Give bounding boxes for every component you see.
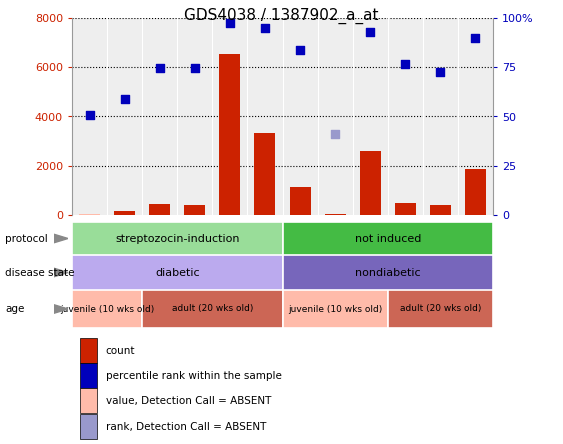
Bar: [72, 222, 283, 255]
Bar: [388, 290, 493, 328]
Bar: [81, 338, 97, 363]
Text: juvenile (10 wks old): juvenile (10 wks old): [288, 305, 382, 313]
Point: [120, 95, 129, 102]
Point: [225, 20, 234, 27]
Bar: [283, 222, 493, 255]
Text: percentile rank within the sample: percentile rank within the sample: [106, 371, 282, 381]
Text: GDS4038 / 1387902_a_at: GDS4038 / 1387902_a_at: [184, 8, 379, 24]
Bar: [220, 54, 240, 215]
Point: [261, 24, 270, 32]
Text: juvenile (10 wks old): juvenile (10 wks old): [60, 305, 154, 313]
Bar: [184, 205, 205, 215]
Polygon shape: [54, 268, 68, 277]
Text: nondiabetic: nondiabetic: [355, 267, 421, 278]
Point: [190, 65, 199, 72]
Bar: [395, 203, 416, 215]
Text: age: age: [5, 304, 24, 314]
Bar: [81, 388, 97, 413]
Point: [85, 112, 94, 119]
Point: [155, 64, 164, 71]
Point: [366, 28, 375, 36]
Bar: [142, 290, 283, 328]
Point: [471, 35, 480, 42]
Bar: [81, 363, 97, 388]
Text: diabetic: diabetic: [155, 267, 199, 278]
Bar: [465, 170, 486, 215]
Bar: [430, 206, 451, 215]
Bar: [72, 255, 283, 290]
Bar: [79, 214, 100, 215]
Text: not induced: not induced: [355, 234, 421, 243]
Polygon shape: [54, 234, 68, 243]
Bar: [72, 290, 142, 328]
Text: rank, Detection Call = ABSENT: rank, Detection Call = ABSENT: [106, 422, 266, 432]
Text: protocol: protocol: [5, 234, 48, 243]
Bar: [289, 187, 311, 215]
Text: disease state: disease state: [5, 267, 74, 278]
Text: adult (20 wks old): adult (20 wks old): [400, 305, 481, 313]
Polygon shape: [54, 305, 68, 313]
Bar: [254, 132, 275, 215]
Bar: [149, 204, 170, 215]
Bar: [325, 214, 346, 215]
Point: [401, 61, 410, 68]
Text: count: count: [106, 345, 135, 356]
Point: [296, 46, 305, 53]
Point: [330, 131, 339, 138]
Text: adult (20 wks old): adult (20 wks old): [172, 305, 253, 313]
Bar: [360, 151, 381, 215]
Bar: [283, 255, 493, 290]
Bar: [283, 290, 388, 328]
Text: value, Detection Call = ABSENT: value, Detection Call = ABSENT: [106, 396, 271, 406]
Point: [436, 69, 445, 76]
Bar: [81, 414, 97, 440]
Bar: [114, 211, 135, 215]
Text: streptozocin-induction: streptozocin-induction: [115, 234, 239, 243]
